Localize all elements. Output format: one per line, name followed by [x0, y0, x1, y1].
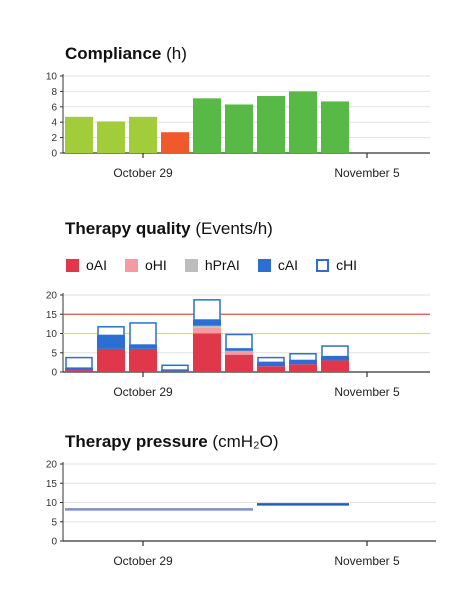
legend-swatch-ohi — [125, 258, 139, 272]
quality-bar-segment-oai — [193, 333, 221, 372]
compliance-bar — [65, 116, 93, 153]
legend-item-hprai: hPrAI — [184, 257, 240, 273]
legend-label-chi: cHI — [336, 257, 358, 273]
legend-swatch-oai — [66, 258, 79, 272]
quality-title: Therapy quality (Events/h) — [65, 219, 273, 239]
pressure-title: Therapy pressure (cmH₂O) — [65, 432, 279, 452]
y-tick-label: 2 — [51, 133, 57, 144]
quality-bar-segment-oai — [321, 360, 349, 372]
y-tick-label: 10 — [46, 72, 58, 83]
y-tick-label: 20 — [46, 460, 58, 471]
pressure-lines — [65, 503, 349, 511]
y-tick-label: 10 — [46, 498, 58, 509]
legend-item-ohi: oHI — [125, 257, 167, 273]
legend-label-ohi: oHI — [145, 257, 167, 273]
y-tick-label: 5 — [51, 348, 57, 359]
y-tick-label: 20 — [46, 291, 58, 302]
x-tick-label: November 5 — [334, 554, 400, 568]
quality-bar-segment-chi — [161, 364, 189, 371]
chart-3-axes: 0 5 10 15 20 October 29 November 5 — [46, 460, 436, 568]
y-tick-label: 0 — [51, 368, 57, 379]
quality-bar-segment-cai — [129, 345, 157, 349]
legend-swatch-chi — [316, 258, 330, 272]
quality-bar-segment-ohi — [193, 327, 221, 334]
quality-bar-segment-cai — [321, 356, 349, 361]
y-tick-label: 8 — [51, 87, 57, 98]
legend-swatch-cai — [257, 258, 271, 272]
legend-item-oai: oAI — [66, 257, 107, 273]
quality-bar-segment-chi — [129, 322, 157, 346]
compliance-bar — [161, 132, 189, 153]
quality-bar-segment-ohi — [225, 350, 253, 355]
compliance-bar — [321, 101, 349, 153]
compliance-bar — [225, 104, 253, 153]
quality-bar-segment-cai — [97, 335, 125, 349]
quality-bar-segment-cai — [289, 360, 317, 365]
y-tick-label: 15 — [46, 310, 58, 321]
pressure-unit: (cmH₂O) — [212, 432, 279, 451]
quality-bar-segment-cai — [65, 368, 93, 371]
compliance-bar — [193, 98, 221, 153]
quality-bar-segment-chi — [97, 326, 125, 337]
y-tick-label: 15 — [46, 479, 58, 490]
compliance-bar — [289, 91, 317, 153]
quality-bar-segment-oai — [65, 370, 93, 372]
x-tick-label: November 5 — [334, 166, 400, 180]
compliance-bar — [97, 121, 125, 153]
quality-unit: (Events/h) — [195, 219, 273, 238]
legend-label-oai: oAI — [86, 257, 108, 273]
y-tick-label: 10 — [46, 329, 58, 340]
quality-legend: oAI oHI hPrAI cAI cHI — [66, 257, 375, 273]
quality-bar-segment-oai — [257, 366, 285, 372]
x-tick-label: October 29 — [113, 166, 173, 180]
x-tick-label: November 5 — [334, 385, 400, 399]
y-tick-label: 0 — [51, 537, 57, 548]
legend-label-cai: cAI — [277, 257, 299, 273]
quality-bar-segment-chi — [321, 345, 349, 358]
y-tick-label: 4 — [51, 118, 57, 129]
quality-title-text: Therapy quality — [65, 219, 191, 238]
quality-bar-segment-oai — [225, 354, 253, 372]
quality-bar-segment-oai — [97, 348, 125, 372]
quality-bars — [65, 299, 349, 372]
quality-bar-segment-chi — [225, 333, 253, 350]
y-tick-label: 0 — [51, 149, 57, 160]
x-tick-label: October 29 — [113, 554, 173, 568]
quality-bar-segment-oai — [161, 370, 189, 372]
compliance-title: Compliance (h) — [65, 44, 187, 64]
quality-bar-segment-cai — [193, 320, 221, 326]
y-tick-label: 6 — [51, 102, 57, 113]
pressure-title-text: Therapy pressure — [65, 432, 208, 451]
quality-bar-segment-hprai — [193, 325, 221, 328]
legend-item-cai: cAI — [257, 257, 299, 273]
compliance-bar — [129, 116, 157, 153]
quality-bar-segment-chi — [257, 356, 285, 364]
compliance-title-text: Compliance — [65, 44, 162, 63]
quality-bar-segment-oai — [289, 364, 317, 372]
legend-label-hprai: hPrAI — [204, 257, 240, 273]
compliance-bar — [257, 96, 285, 153]
compliance-bars — [65, 91, 349, 153]
quality-bar-segment-chi — [193, 299, 221, 321]
quality-bar-segment-chi — [65, 356, 93, 369]
quality-bar-segment-oai — [129, 348, 157, 372]
quality-bar-segment-chi — [289, 353, 317, 362]
quality-bar-segment-cai — [225, 348, 253, 351]
legend-swatch-hprai — [184, 258, 198, 272]
legend-item-chi: cHI — [316, 257, 357, 273]
y-tick-label: 5 — [51, 517, 57, 528]
x-tick-label: October 29 — [113, 385, 173, 399]
compliance-unit: (h) — [166, 44, 187, 63]
quality-bar-segment-cai — [257, 362, 285, 367]
